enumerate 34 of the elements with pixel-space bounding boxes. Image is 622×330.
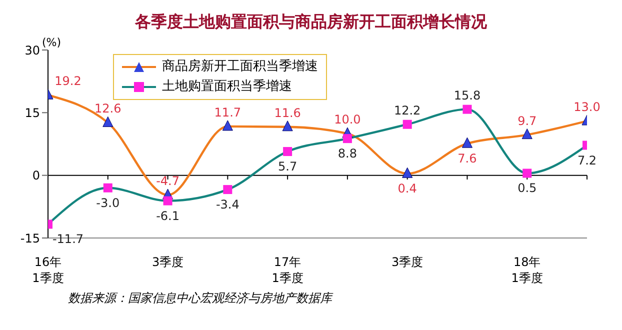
x-tick-label: 3季度	[392, 255, 424, 269]
data-label: -3.0	[96, 196, 120, 210]
y-axis-title: (%)	[42, 36, 62, 49]
data-label: 10.0	[334, 112, 361, 127]
data-label: -3.4	[216, 198, 240, 212]
chart-title: 各季度土地购置面积与商品房新开工面积增长情况	[134, 12, 488, 33]
data-label: -11.7	[52, 232, 84, 246]
data-label: 0.5	[518, 181, 537, 196]
x-tick-label: 3季度	[152, 255, 184, 269]
y-tick-label: -15	[20, 231, 40, 246]
data-label: 8.8	[338, 146, 357, 161]
data-label: 0.4	[398, 182, 417, 196]
legend-label: 商品房新开工面积当季增速	[162, 58, 318, 76]
data-label: 5.7	[278, 160, 298, 174]
data-label: 7.2	[577, 153, 597, 168]
data-label: 19.2	[54, 74, 82, 88]
x-tick-label: 16年 1季度	[32, 255, 64, 285]
x-tick-label: 18年 1季度	[511, 255, 543, 285]
data-label: 11.6	[274, 106, 301, 120]
y-tick-label: 30	[24, 43, 40, 58]
data-label: 15.8	[454, 88, 481, 102]
data-label: 9.7	[518, 114, 537, 128]
y-tick-label: 0	[32, 168, 40, 183]
source-note: 数据来源：国家信息中心宏观经济与房地产数据库	[68, 290, 332, 307]
data-label: -6.1	[156, 208, 180, 223]
data-label: 12.2	[394, 103, 421, 118]
y-tick-label: 15	[24, 106, 40, 120]
data-label: -4.7	[156, 174, 180, 188]
x-tick-label: 17年 1季度	[272, 255, 304, 285]
data-label: 13.0	[574, 100, 600, 114]
data-label: 11.7	[214, 105, 242, 120]
data-label: 7.6	[458, 152, 477, 166]
legend-label: 土地购置面积当季增速	[162, 78, 292, 96]
data-label: 12.6	[94, 102, 122, 116]
